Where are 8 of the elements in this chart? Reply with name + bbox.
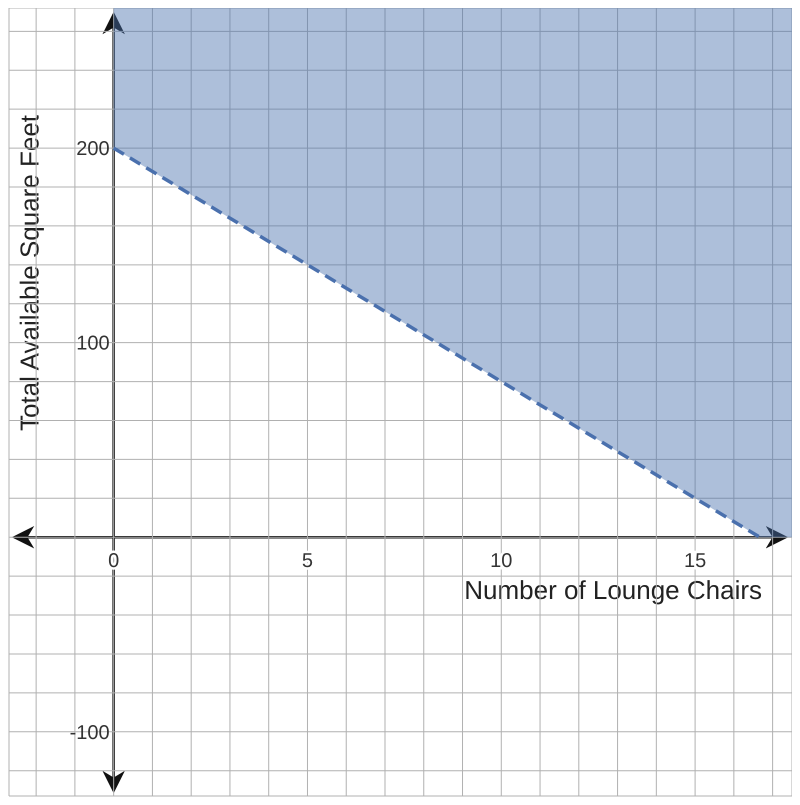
x-tick-label: 15 xyxy=(684,550,706,572)
y-axis-title: Total Available Square Feet xyxy=(14,114,46,432)
y-tick-label: -100 xyxy=(70,722,110,744)
x-axis-title: Number of Lounge Chairs xyxy=(463,575,762,606)
y-tick-label: 100 xyxy=(76,332,110,355)
x-tick-label: 5 xyxy=(302,550,314,572)
y-tick-label: 200 xyxy=(76,138,110,160)
x-tick-label: 10 xyxy=(490,550,512,572)
